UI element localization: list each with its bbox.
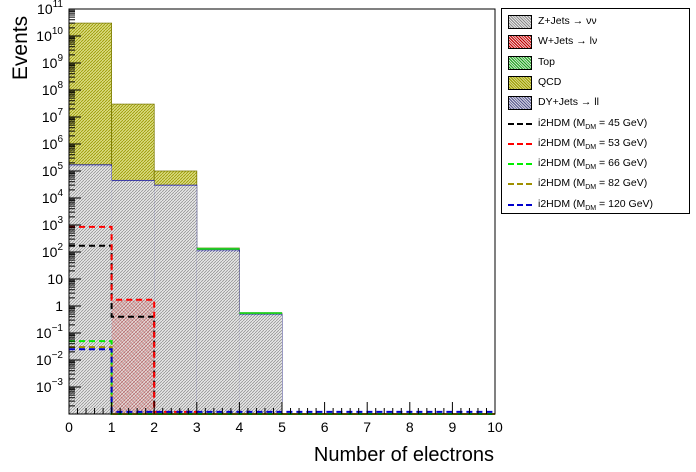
bar-dy-bin-3 [196, 252, 240, 414]
y-tick-label: 102 [42, 242, 64, 260]
x-tick-label: 10 [487, 419, 503, 435]
legend-entry: QCD [502, 73, 689, 93]
x-tick-label: 8 [406, 419, 414, 435]
legend-swatch [508, 15, 532, 29]
x-tick-label: 5 [278, 419, 286, 435]
legend-label: QCD [538, 75, 562, 88]
legend-label: i2HDM (MDM = 45 GeV) [538, 116, 648, 131]
legend-swatch [508, 96, 532, 111]
legend-label: W+Jets → lν [538, 35, 598, 48]
y-tick-label: 1010 [36, 26, 63, 44]
x-tick-label: 0 [65, 419, 73, 435]
y-tick-label: 10−3 [36, 377, 63, 395]
legend-label: i2HDM (MDM = 120 GeV) [538, 197, 654, 212]
legend-label: DY+Jets → ll [538, 96, 599, 109]
y-tick-label: 10 [47, 271, 63, 287]
legend-label: i2HDM (MDM = 53 GeV) [538, 136, 648, 151]
y-tick-label: 10−1 [36, 323, 63, 341]
legend-swatch [508, 75, 532, 90]
x-tick-label: 7 [363, 419, 371, 435]
x-tick-label: 9 [449, 419, 457, 435]
x-tick-label: 4 [236, 419, 244, 435]
bar-top-bin-4 [239, 312, 282, 315]
bar-dy-bin-2 [154, 185, 197, 414]
x-axis-label: Number of electrons [314, 444, 494, 466]
y-tick-label: 1011 [37, 0, 63, 17]
legend-entry: i2HDM (MDM = 45 GeV) [502, 114, 689, 134]
y-tick-label: 108 [42, 80, 64, 98]
legend-label: Top [538, 55, 555, 68]
legend-swatch [508, 55, 532, 70]
legend-entry: i2HDM (MDM = 66 GeV) [502, 154, 689, 174]
legend-label: i2HDM (MDM = 66 GeV) [538, 157, 648, 172]
legend-entry: DY+Jets → ll [502, 93, 689, 113]
y-tick-label: 104 [42, 188, 64, 206]
legend-line-swatch [508, 163, 532, 166]
y-tick-label: 10−2 [36, 350, 63, 368]
x-tick-label: 6 [321, 419, 329, 435]
legend-swatch [508, 35, 532, 50]
signal-line-4 [69, 348, 495, 413]
legend-label: i2HDM (MDM = 82 GeV) [538, 177, 648, 192]
signal-line-0 [69, 244, 495, 415]
legend-label: Z+Jets → νν [538, 15, 597, 27]
x-tick-label: 2 [150, 419, 158, 435]
x-tick-label: 3 [193, 419, 201, 435]
legend-entry: Top [502, 53, 689, 73]
legend: Z+Jets → νν W+Jets → lν Top QCD DY+Jets → ll… [501, 8, 690, 214]
y-tick-label: 1 [55, 298, 63, 314]
legend-line-swatch [508, 142, 532, 145]
y-tick-label: 106 [42, 134, 64, 152]
legend-entry: W+Jets → lν [502, 32, 689, 52]
legend-line-swatch [508, 183, 532, 186]
legend-entry: i2HDM (MDM = 53 GeV) [502, 134, 689, 154]
x-tick-label: 1 [108, 419, 116, 435]
bar-wjets-bin-1 [111, 299, 155, 414]
y-tick-label: 103 [42, 215, 64, 233]
y-tick-label: 107 [42, 107, 64, 125]
bar-top-bin-3 [196, 247, 240, 250]
legend-line-swatch [508, 203, 532, 206]
y-tick-label: 105 [42, 161, 64, 179]
legend-line-swatch [508, 122, 532, 125]
legend-entry: i2HDM (MDM = 82 GeV) [502, 174, 689, 194]
bar-dy-bin-0 [69, 166, 112, 414]
legend-entry: Z+Jets → νν [502, 12, 689, 32]
y-tick-label: 109 [42, 53, 64, 71]
y-axis-label: Events [9, 16, 32, 80]
bar-dy-bin-4 [239, 315, 282, 414]
legend-entry: i2HDM (MDM = 120 GeV) [502, 195, 689, 215]
